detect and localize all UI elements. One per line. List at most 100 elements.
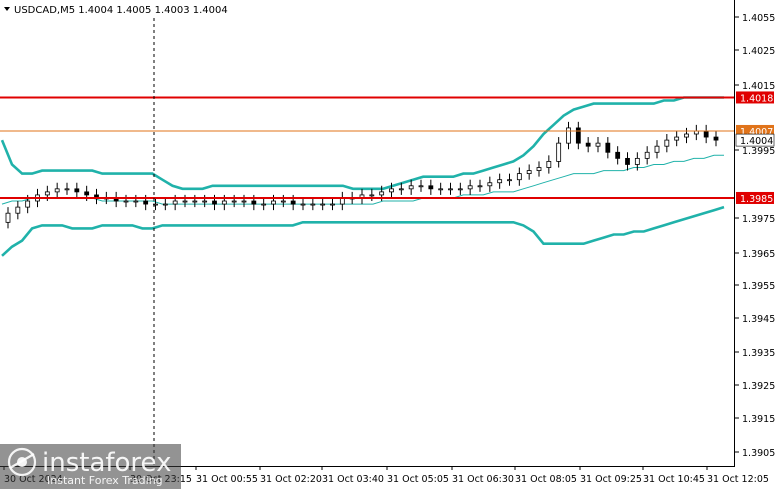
support-price-label: 1.3985	[740, 194, 773, 205]
candle	[418, 179, 424, 192]
bollinger-lower-line	[1, 205, 725, 257]
target-price-tag	[736, 124, 774, 137]
candles	[5, 121, 719, 229]
y-tick-label: 1.3915	[742, 414, 775, 425]
y-tick-label: 1.3935	[742, 348, 775, 359]
candle	[320, 197, 326, 211]
candle	[113, 191, 119, 208]
x-tick-label: 31 Oct 03:40	[322, 474, 384, 485]
candle	[693, 124, 699, 141]
candle	[575, 121, 581, 150]
candle	[94, 188, 99, 205]
resistance-price-label: 1.4018	[740, 93, 773, 104]
candle	[64, 182, 70, 195]
x-tick-label: 31 Oct 12:05	[707, 474, 769, 485]
candle	[644, 146, 650, 165]
candle	[457, 182, 463, 195]
y-tick-label: 1.3975	[742, 214, 775, 225]
candle	[231, 194, 237, 208]
candle	[448, 182, 453, 195]
y-tick-label: 1.4015	[742, 81, 775, 92]
candle	[703, 124, 709, 144]
candle	[261, 197, 267, 211]
price-levels: 1.4018 1.4007 1.3985 1.4004	[0, 91, 775, 205]
candle	[5, 207, 11, 229]
candle	[536, 161, 542, 177]
candle	[369, 188, 375, 202]
candle	[634, 152, 640, 171]
support-price-tag	[736, 191, 774, 204]
candle	[497, 173, 503, 189]
candle	[15, 201, 21, 220]
bollinger-upper-line	[0, 96, 724, 191]
candle	[664, 134, 670, 153]
candle	[467, 179, 473, 195]
candle	[162, 197, 168, 211]
candle	[359, 188, 365, 205]
candle	[330, 197, 335, 211]
y-tick-label: 1.3945	[742, 314, 775, 325]
candle	[428, 179, 434, 195]
y-tick-label: 1.4025	[742, 46, 775, 57]
candle	[605, 137, 611, 159]
bollinger-middle-line	[1, 154, 724, 205]
candle	[123, 194, 129, 208]
resistance-price-tag	[736, 91, 774, 104]
x-tick-label: 31 Oct 10:45	[643, 474, 705, 485]
chart-title-text: USDCAD,M5 1.4004 1.4005 1.4003 1.4004	[14, 5, 228, 16]
y-tick-label: 1.3965	[742, 249, 775, 260]
instaforex-watermark: instaforex Instant Forex Trading	[0, 444, 181, 489]
candle	[595, 137, 601, 153]
candle	[585, 137, 591, 153]
candle	[182, 194, 188, 208]
candle	[202, 194, 208, 208]
candle	[339, 191, 345, 211]
candle	[133, 194, 139, 208]
chart-title: USDCAD,M5 1.4004 1.4005 1.4003 1.4004	[4, 5, 228, 16]
candle	[507, 173, 512, 186]
y-tick-label: 1.3905	[742, 448, 775, 459]
candle	[241, 194, 247, 208]
x-tick-label: 31 Oct 02:20	[260, 474, 322, 485]
candle	[74, 182, 80, 198]
candle	[300, 197, 306, 211]
candle	[280, 194, 286, 208]
candle	[625, 152, 630, 171]
x-tick-label: 31 Oct 05:05	[387, 474, 449, 485]
candle	[487, 176, 493, 192]
candle	[654, 140, 660, 159]
candle	[615, 146, 621, 165]
candle	[566, 121, 571, 150]
candle	[556, 137, 562, 168]
target-price-label: 1.4007	[740, 127, 773, 138]
bollinger-bands	[0, 96, 725, 257]
candle	[546, 155, 552, 174]
watermark-brand: instaforex	[42, 448, 171, 478]
chevron-down-icon[interactable]	[4, 7, 10, 11]
x-tick-label: 31 Oct 06:30	[452, 474, 514, 485]
candle	[713, 130, 719, 147]
x-tick-label: 31 Oct 00:55	[196, 474, 258, 485]
candle	[438, 182, 444, 195]
y-tick-label: 1.4055	[742, 13, 775, 24]
candle	[310, 197, 316, 211]
candle	[516, 167, 522, 186]
y-tick-label: 1.3995	[742, 146, 775, 157]
candle	[408, 179, 414, 195]
current-price-tag	[735, 133, 775, 147]
candle	[192, 194, 198, 208]
candle	[526, 164, 532, 180]
candle	[398, 182, 404, 195]
candle	[477, 179, 483, 192]
watermark-tagline: Instant Forex Trading	[47, 474, 163, 487]
y-tick-label: 1.3925	[742, 381, 775, 392]
candle	[389, 182, 394, 198]
y-tick-label: 1.3955	[742, 281, 775, 292]
candle	[684, 127, 689, 144]
x-tick-label: 31 Oct 08:05	[515, 474, 577, 485]
current-price-label: 1.4004	[740, 136, 773, 147]
candle	[674, 130, 680, 147]
instaforex-logo-icon	[7, 447, 37, 477]
x-tick-label: 31 Oct 09:25	[580, 474, 642, 485]
